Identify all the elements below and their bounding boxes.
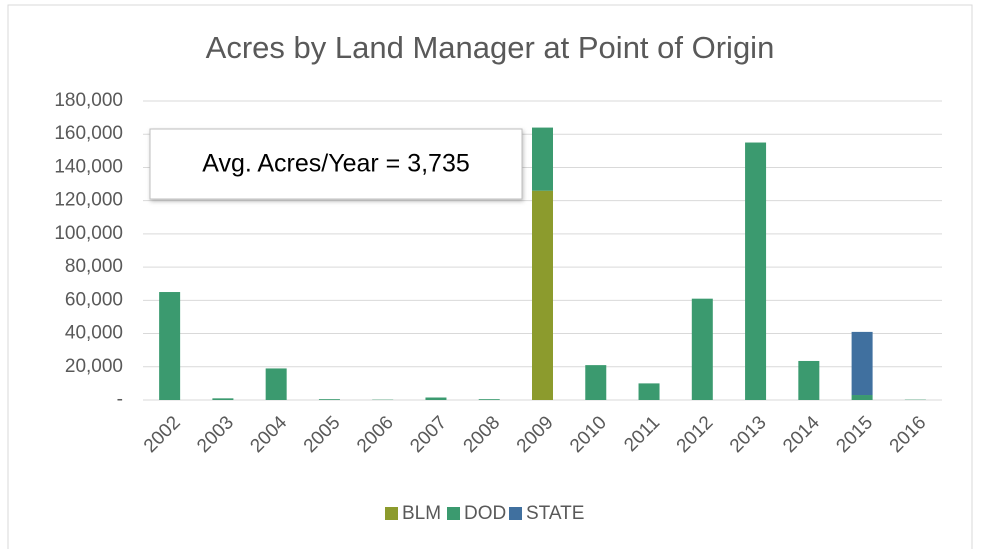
bar-segment	[585, 365, 607, 400]
bar-segment	[745, 142, 767, 400]
annotation: Avg. Acres/Year = 3,735	[202, 150, 470, 178]
annotation-box	[149, 128, 523, 200]
legend-label: STATE	[526, 503, 584, 524]
legend-swatch	[385, 507, 398, 520]
legend-label: BLM	[402, 503, 441, 524]
y-tick-label: 160,000	[54, 123, 123, 144]
y-tick-label: 40,000	[65, 323, 123, 344]
bar-segment	[425, 397, 447, 400]
y-tick-label: 60,000	[65, 289, 123, 310]
y-tick-label: 100,000	[54, 223, 123, 244]
bar-segment	[851, 331, 873, 396]
bar-segment	[212, 398, 234, 400]
bar-segment	[798, 360, 820, 400]
chart-title: Acres by Land Manager at Point of Origin	[206, 30, 775, 65]
bar-segment	[159, 292, 181, 400]
y-tick-label: 20,000	[65, 356, 123, 377]
legend-swatch	[447, 507, 460, 520]
bar-segment	[851, 395, 873, 400]
bar-segment	[478, 399, 500, 400]
y-tick-label: 120,000	[54, 190, 123, 211]
bar-segment	[638, 383, 660, 400]
y-tick-label: 80,000	[65, 256, 123, 277]
bar-segment	[691, 298, 713, 400]
bar-segment	[532, 190, 553, 400]
y-tick-label: 140,000	[54, 156, 123, 177]
bar-segment	[318, 399, 340, 400]
bar-segment	[265, 368, 287, 400]
chart-frame	[7, 4, 973, 549]
y-tick-label: -	[117, 389, 123, 410]
legend-swatch	[509, 507, 522, 520]
bar-segment	[532, 127, 553, 191]
legend-label: DOD	[464, 503, 506, 524]
y-tick-label: 180,000	[54, 90, 123, 111]
